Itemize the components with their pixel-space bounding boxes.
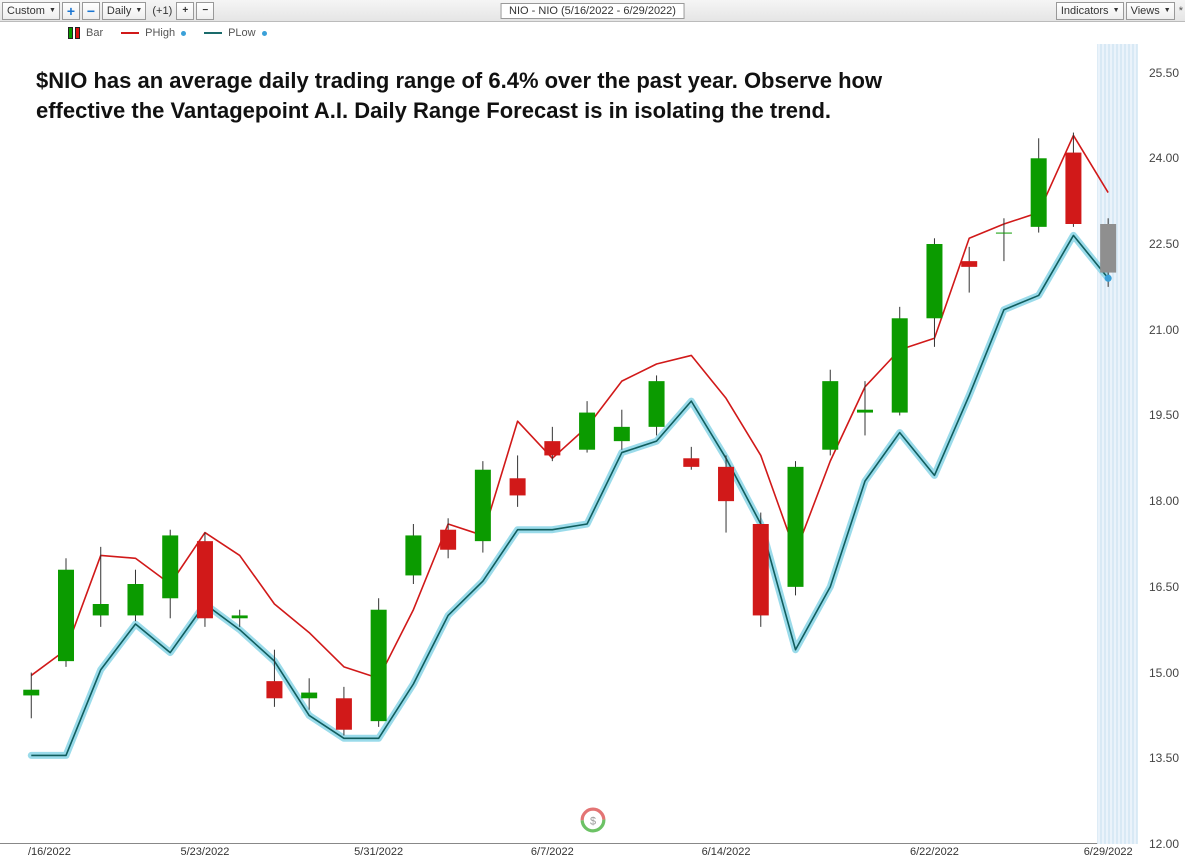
y-tick-label: 13.50 [1149,751,1179,765]
y-axis-labels: 12.0013.5015.0016.5018.0019.5021.0022.50… [1131,44,1183,828]
x-tick-label: 6/14/2022 [702,846,751,858]
x-tick-label: 5/23/2022 [180,846,229,858]
x-tick-label: 6/29/2022 [1084,846,1133,858]
x-tick-label: 6/22/2022 [910,846,959,858]
y-tick-label: 18.00 [1149,494,1179,508]
y-tick-label: 22.50 [1149,237,1179,251]
y-tick-label: 24.00 [1149,151,1179,165]
y-tick-label: 19.50 [1149,408,1179,422]
y-tick-label: 25.50 [1149,66,1179,80]
y-tick-label: 15.00 [1149,666,1179,680]
y-tick-label: 16.50 [1149,580,1179,594]
x-tick-label: 5/31/2022 [354,846,403,858]
y-tick-label: 21.00 [1149,323,1179,337]
y-tick-label: 12.00 [1149,837,1179,851]
x-axis-labels: /16/2022 5/23/2022 5/31/2022 6/7/2022 6/14/2… [0,846,1129,864]
x-tick-label: /16/2022 [28,846,71,858]
annotation-text: $NIO has an average daily trading range … [36,66,936,125]
watermark-icon: $ [580,807,606,838]
price-chart[interactable] [0,0,1185,866]
svg-text:$: $ [589,815,595,827]
x-tick-label: 6/7/2022 [531,846,574,858]
